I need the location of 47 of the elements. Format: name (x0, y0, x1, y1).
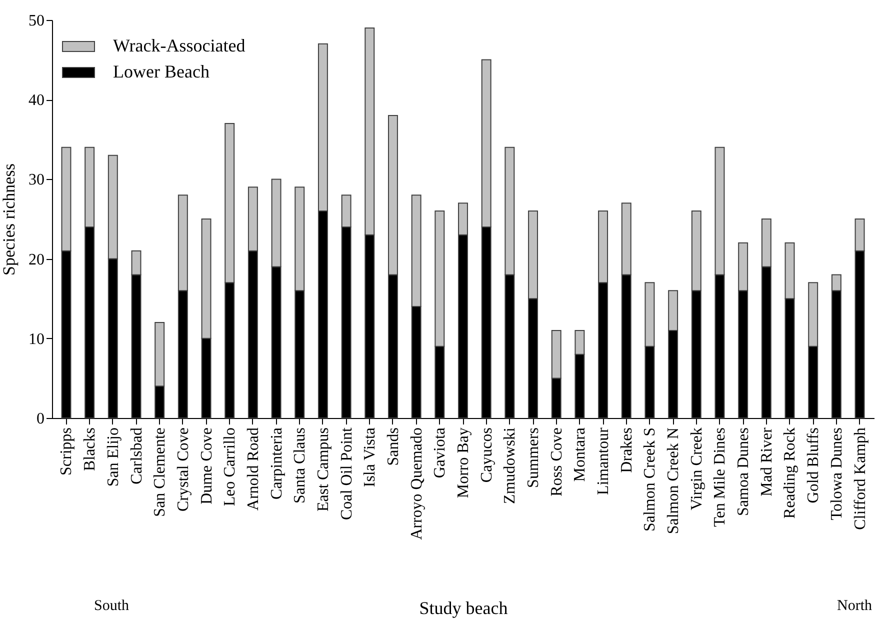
x-tick-label: Coal Oil Point (338, 426, 356, 520)
x-tick-label: Samoa Dunes (735, 428, 752, 516)
x-tick-label: Cayucos (478, 428, 496, 483)
x-tick-label: East Campus (314, 428, 332, 512)
y-tick-label: 0 (36, 410, 44, 428)
x-tick-label: Limantour (595, 426, 612, 496)
x-tick-label: Crystal Cove (174, 428, 192, 512)
x-tick-label: Gaviota (432, 428, 449, 478)
y-tick-label: 30 (28, 172, 44, 189)
x-tick-label: Morro Bay (455, 428, 472, 498)
x-tick-label: Blacks (82, 428, 99, 472)
x-tick-label: Carlsbad (128, 428, 146, 484)
x-tick-label: Dume Cove (198, 428, 216, 504)
x-tick-label: Gold Bluffs (805, 428, 822, 504)
x-tick-label: Arnold Road (244, 428, 262, 511)
x-tick-label: Carpinteria (268, 428, 286, 500)
x-tick-label: Virgin Creek (688, 428, 706, 510)
x-tick-label: Mad River (758, 426, 776, 496)
x-tick-label: Santa Claus (292, 428, 309, 504)
x-tick-label: Leo Carrillo (222, 428, 239, 506)
y-tick-label: 50 (28, 12, 44, 30)
y-axis-title: Species richness (0, 164, 18, 276)
x-tick-label: Ten Mile Dines (712, 428, 729, 527)
x-tick-label: Reading Rock (782, 428, 799, 519)
legend-label: Wrack-Associated (113, 36, 246, 56)
x-tick-label: Isla Vista (362, 428, 379, 488)
y-tick-label: 20 (28, 251, 44, 268)
text: South (94, 598, 130, 615)
x-tick-label: Salmon Creek N (665, 427, 682, 534)
x-tick-label: San Elijo (104, 428, 122, 487)
x-tick-label: San Clemente (152, 428, 169, 517)
y-tick-label: 40 (28, 92, 44, 110)
legend-label: Lower Beach (113, 62, 210, 82)
x-axis-title: Study beach (419, 598, 508, 618)
x-tick-label: Tolowa Dunes (828, 428, 846, 520)
text: North (837, 598, 872, 615)
y-tick-label: 10 (28, 330, 44, 348)
x-tick-label: Montara (572, 428, 589, 482)
x-tick-label: Clifford Kamph (852, 428, 869, 530)
x-tick-label: Ross Cove (548, 428, 566, 496)
x-tick-label: Salmon Creek S (642, 428, 659, 532)
x-tick-label: Arroyo Quemado (408, 428, 426, 540)
x-tick-label: Zmudowski (502, 426, 519, 504)
x-tick-label: Scripps (58, 428, 76, 476)
x-tick-label: Drakes (618, 428, 636, 473)
x-tick-label: Summers (525, 428, 542, 488)
x-tick-label: Sands (384, 428, 402, 466)
